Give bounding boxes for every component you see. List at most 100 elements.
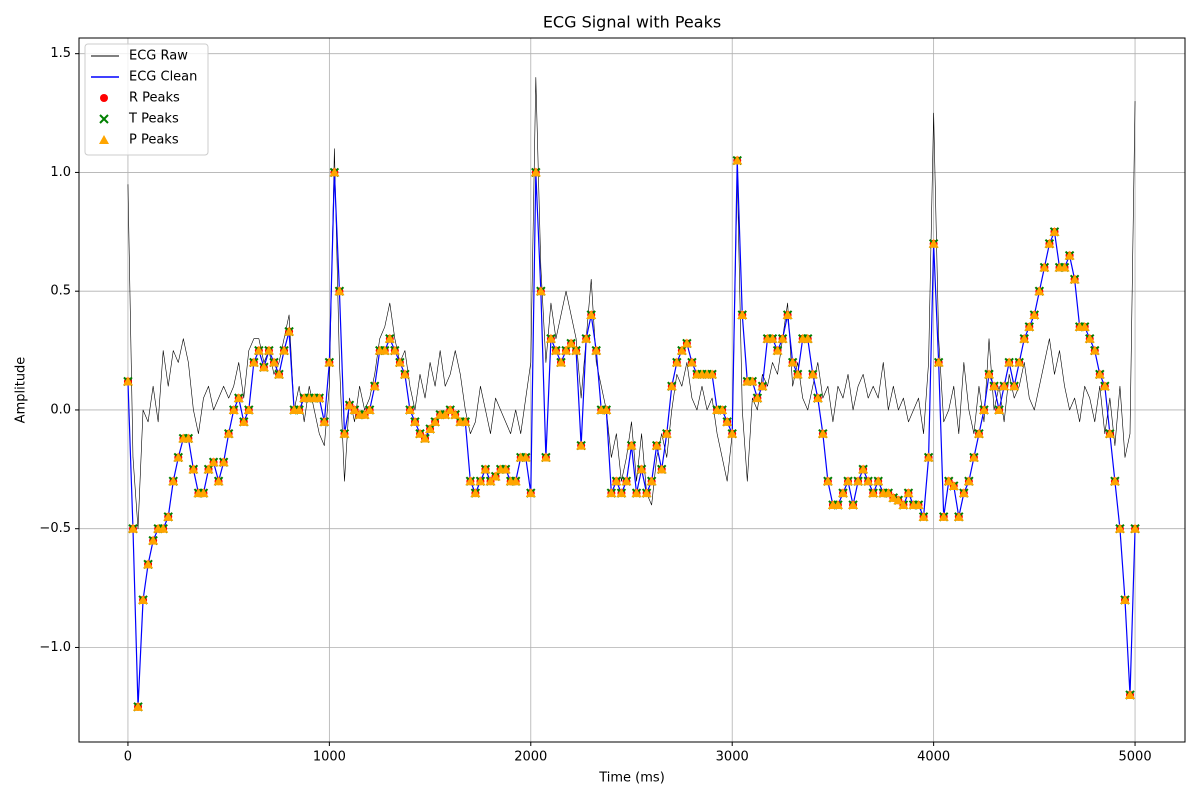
p-peak: [470, 488, 481, 498]
p-peak: [581, 333, 592, 343]
p-peak: [133, 701, 144, 711]
p-peak: [485, 476, 496, 486]
p-peak: [163, 511, 174, 521]
p-peak: [561, 345, 572, 355]
p-peak: [465, 476, 476, 486]
p-peak: [606, 488, 617, 498]
p-peak: [571, 345, 582, 355]
p-peak: [555, 357, 566, 367]
p-peak: [409, 416, 420, 426]
p-peak: [143, 559, 154, 569]
p-peak: [258, 362, 269, 372]
p-peak: [953, 511, 964, 521]
p-peak: [218, 457, 229, 467]
p-peak: [1034, 286, 1045, 296]
p-peak: [913, 499, 924, 509]
p-peak: [1130, 523, 1141, 533]
p-peak: [676, 345, 687, 355]
p-peak: [893, 495, 904, 505]
p-peak: [661, 428, 672, 438]
p-peak: [1119, 594, 1130, 604]
p-peak: [1079, 321, 1090, 331]
p-peak: [566, 338, 577, 348]
p-peak: [933, 357, 944, 367]
p-peak: [238, 416, 249, 426]
legend-marker: [100, 94, 108, 102]
p-peak: [314, 393, 325, 403]
p-peak: [973, 428, 984, 438]
p-peak: [843, 476, 854, 486]
p-peak: [460, 416, 471, 426]
p-peak: [1114, 523, 1125, 533]
p-peak: [339, 428, 350, 438]
p-peak: [404, 404, 415, 414]
p-peak: [233, 393, 244, 403]
p-peak: [626, 440, 637, 450]
legend-label: ECG Clean: [129, 70, 197, 85]
p-peak: [681, 338, 692, 348]
p-peak: [888, 492, 899, 502]
p-peak: [707, 369, 718, 379]
p-peak: [1109, 476, 1120, 486]
p-peak: [1099, 381, 1110, 391]
p-peak: [853, 476, 864, 486]
p-peak: [319, 416, 330, 426]
p-peak: [1029, 309, 1040, 319]
p-peak: [530, 167, 541, 177]
p-peak: [223, 428, 234, 438]
p-peak: [686, 357, 697, 367]
p-peak: [656, 464, 667, 474]
p-peak: [1044, 238, 1055, 248]
p-peak: [284, 326, 295, 336]
legend-label: ECG Raw: [129, 49, 188, 64]
p-peak: [183, 433, 194, 443]
p-peak: [450, 409, 461, 419]
x-axis-label: Time (ms): [598, 771, 665, 786]
p-peak: [173, 452, 184, 462]
p-peak: [490, 471, 501, 481]
p-peak: [586, 309, 597, 319]
p-peak: [394, 357, 405, 367]
p-peak: [868, 488, 879, 498]
p-peak: [334, 286, 345, 296]
p-peak: [958, 488, 969, 498]
p-peak: [777, 333, 788, 343]
p-peak: [168, 476, 179, 486]
p-peak: [591, 345, 602, 355]
x-tick-label: 3000: [716, 750, 749, 765]
p-peak: [279, 345, 290, 355]
p-peak: [752, 393, 763, 403]
p-peak: [616, 488, 627, 498]
p-peak: [636, 464, 647, 474]
p-peak: [430, 416, 441, 426]
p-peak: [832, 499, 843, 509]
p-peak: [253, 345, 264, 355]
p-peak: [782, 309, 793, 319]
p-peak: [994, 404, 1005, 414]
p-peak: [621, 476, 632, 486]
p-peak: [802, 333, 813, 343]
p-peak: [863, 476, 874, 486]
p-peak: [938, 511, 949, 521]
p-peak: [379, 345, 390, 355]
p-peak: [389, 345, 400, 355]
p-peak: [807, 369, 818, 379]
p-peak: [989, 381, 1000, 391]
p-peak: [1039, 262, 1050, 272]
p-peak: [445, 404, 456, 414]
p-peak: [671, 357, 682, 367]
p-peak: [384, 333, 395, 343]
p-peak: [968, 452, 979, 462]
p-peak: [898, 499, 909, 509]
p-peak: [364, 404, 375, 414]
p-peak: [1125, 689, 1136, 699]
p-peak: [767, 333, 778, 343]
p-peak: [268, 357, 279, 367]
legend-label: T Peaks: [128, 112, 179, 127]
p-peak: [601, 404, 612, 414]
x-tick-label: 5000: [1119, 750, 1152, 765]
p-peak: [817, 428, 828, 438]
p-peak: [545, 333, 556, 343]
p-peak: [978, 404, 989, 414]
p-peak: [1064, 250, 1075, 260]
